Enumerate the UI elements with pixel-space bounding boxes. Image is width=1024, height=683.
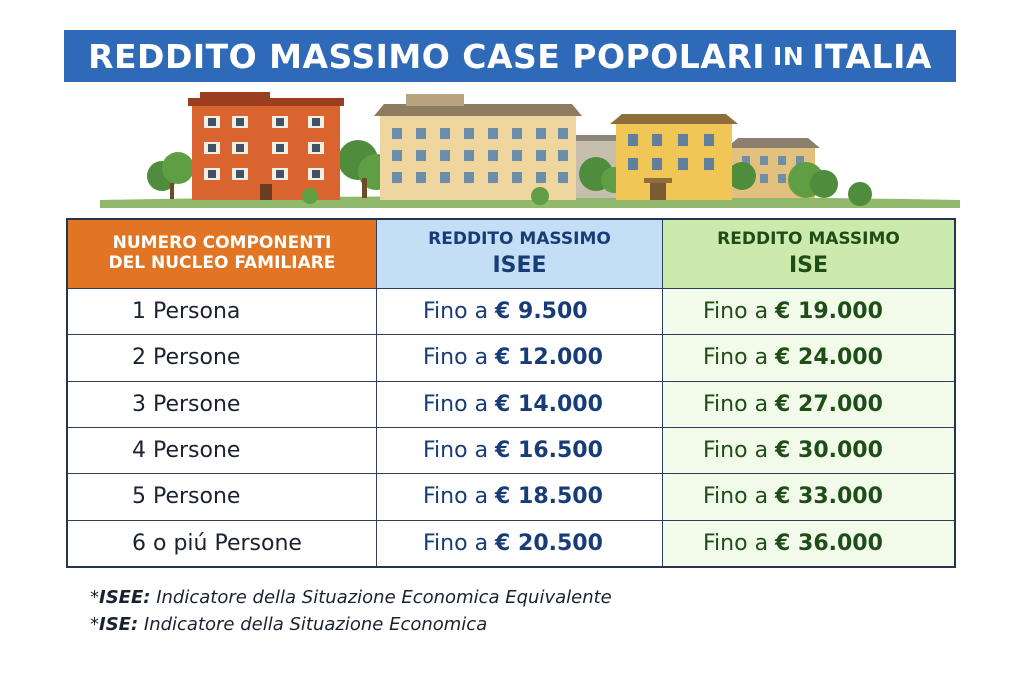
footnote-isee: *ISEE: Indicatore della Situazione Econo… [90, 587, 612, 608]
table-row: 4 Persone Fino a € 16.500 Fino a € 30.00… [66, 426, 956, 475]
isee-prefix: Fino a [423, 484, 489, 510]
ise-cell: Fino a € 19.000 [662, 287, 956, 336]
isee-value: € 20.500 [495, 530, 603, 556]
members-cell: 3 Persone [66, 380, 377, 428]
ise-value: € 24.000 [775, 345, 883, 371]
ise-prefix: Fino a [703, 345, 769, 371]
ise-value: € 19.000 [775, 299, 883, 325]
ise-cell: Fino a € 30.000 [662, 426, 956, 475]
ise-cell: Fino a € 33.000 [662, 473, 956, 521]
members-cell: 4 Persone [66, 426, 377, 475]
ise-cell: Fino a € 24.000 [662, 334, 956, 382]
isee-value: € 14.000 [495, 391, 603, 417]
ise-prefix: Fino a [703, 484, 769, 510]
header-members-line2: DEL NUCLEO FAMILIARE [108, 253, 336, 273]
ise-value: € 33.000 [775, 484, 883, 510]
isee-value: € 12.000 [495, 345, 603, 371]
members-cell: 2 Persone [66, 334, 377, 382]
ise-value: € 36.000 [775, 530, 883, 556]
table-row: 6 o piú Persone Fino a € 20.500 Fino a €… [66, 519, 956, 568]
footnote-ise-text: Indicatore della Situazione Economica [143, 614, 488, 635]
isee-prefix: Fino a [423, 345, 489, 371]
isee-prefix: Fino a [423, 299, 489, 325]
footnote-isee-term: ISEE: [99, 587, 151, 608]
tree-icon [147, 152, 194, 199]
ise-value: € 27.000 [775, 391, 883, 417]
isee-cell: Fino a € 12.000 [376, 334, 663, 382]
isee-prefix: Fino a [423, 530, 489, 556]
isee-cell: Fino a € 9.500 [376, 287, 663, 336]
houses-illustration [100, 92, 960, 208]
income-limits-table: NUMERO COMPONENTI DEL NUCLEO FAMILIARE R… [66, 218, 956, 568]
members-cell: 6 o piú Persone [66, 519, 377, 568]
header-members-line1: NUMERO COMPONENTI [112, 233, 332, 254]
ise-prefix: Fino a [703, 391, 769, 417]
header-members: NUMERO COMPONENTI DEL NUCLEO FAMILIARE [66, 218, 377, 289]
table-row: 3 Persone Fino a € 14.000 Fino a € 27.00… [66, 380, 956, 428]
members-cell: 1 Persona [66, 287, 377, 336]
title-country: ITALIA [812, 36, 932, 76]
ise-cell: Fino a € 36.000 [662, 519, 956, 568]
isee-prefix: Fino a [423, 391, 489, 417]
title-main: REDDITO MASSIMO CASE POPOLARI [88, 36, 766, 76]
table-header-row: NUMERO COMPONENTI DEL NUCLEO FAMILIARE R… [66, 218, 956, 289]
table-row: 5 Persone Fino a € 18.500 Fino a € 33.00… [66, 473, 956, 521]
header-ise-line1: REDDITO MASSIMO [717, 229, 900, 250]
header-ise: REDDITO MASSIMO ISE [662, 218, 956, 289]
isee-value: € 9.500 [495, 299, 588, 325]
isee-cell: Fino a € 20.500 [376, 519, 663, 568]
footnote-ise-term: ISE: [99, 614, 139, 635]
title-connector: IN [773, 41, 805, 71]
isee-cell: Fino a € 16.500 [376, 426, 663, 475]
isee-value: € 18.500 [495, 484, 603, 510]
ise-cell: Fino a € 27.000 [662, 380, 956, 428]
footnotes: *ISEE: Indicatore della Situazione Econo… [90, 584, 612, 638]
header-isee-line1: REDDITO MASSIMO [428, 229, 611, 250]
footnote-ise: *ISE: Indicatore della Situazione Econom… [90, 614, 488, 635]
isee-cell: Fino a € 18.500 [376, 473, 663, 521]
title-banner: REDDITO MASSIMO CASE POPOLARI IN ITALIA [64, 30, 956, 82]
isee-cell: Fino a € 14.000 [376, 380, 663, 428]
table-row: 2 Persone Fino a € 12.000 Fino a € 24.00… [66, 334, 956, 382]
ise-prefix: Fino a [703, 299, 769, 325]
table-row: 1 Persona Fino a € 9.500 Fino a € 19.000 [66, 287, 956, 336]
ise-prefix: Fino a [703, 530, 769, 556]
ise-value: € 30.000 [775, 438, 883, 464]
ise-prefix: Fino a [703, 438, 769, 464]
footnote-isee-text: Indicatore della Situazione Economica Eq… [156, 587, 612, 608]
header-isee-line2: ISEE [492, 252, 547, 278]
header-ise-line2: ISE [788, 252, 829, 278]
isee-value: € 16.500 [495, 438, 603, 464]
members-cell: 5 Persone [66, 473, 377, 521]
header-isee: REDDITO MASSIMO ISEE [376, 218, 663, 289]
isee-prefix: Fino a [423, 438, 489, 464]
